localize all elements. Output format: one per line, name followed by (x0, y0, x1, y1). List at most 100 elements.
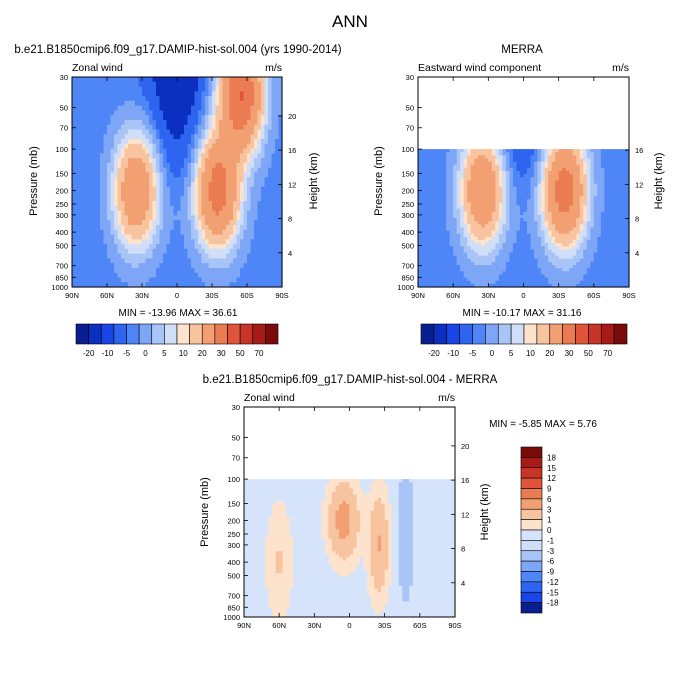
model-cell (114, 282, 119, 288)
obs-cell (446, 158, 451, 163)
obs-cell (541, 233, 546, 238)
model-cell (278, 177, 283, 183)
obs-cell (435, 192, 440, 197)
model-cell (268, 220, 273, 226)
obs-cell (467, 180, 472, 185)
model-cell (250, 119, 255, 126)
obs-cell (562, 230, 567, 235)
model-cell (247, 196, 252, 202)
model-cell (93, 224, 98, 231)
model-cell (222, 182, 227, 188)
obs-cell (481, 186, 486, 191)
model-cell (96, 277, 101, 283)
obs-cell (470, 233, 475, 238)
obs-cell (505, 239, 511, 244)
obs-cell (558, 180, 563, 185)
model-cell (257, 205, 262, 212)
obs-cell (512, 230, 518, 235)
obs-cell (512, 239, 518, 244)
model-cell (107, 282, 112, 288)
obs-cell (449, 174, 454, 178)
obs-cell (548, 252, 553, 257)
model-cell (100, 234, 105, 240)
model-cell (201, 229, 206, 236)
obs-cell (474, 183, 479, 188)
obs-cell (512, 205, 518, 210)
obs-cell (590, 155, 595, 160)
obs-cell (569, 186, 574, 191)
model-cell (205, 205, 210, 212)
obs-cell (537, 274, 542, 279)
model-cell (208, 81, 213, 88)
model-xtick-label: 60S (240, 291, 253, 300)
model-cell (166, 148, 171, 154)
model-cell (96, 201, 101, 207)
obs-cell (491, 164, 496, 169)
model-cell (261, 191, 266, 197)
obs-cell (586, 158, 591, 163)
obs-cell (572, 258, 577, 263)
model-cell (124, 234, 129, 240)
model-cell (96, 244, 101, 250)
obs-cell (421, 186, 426, 191)
model-cell (226, 162, 231, 169)
model-cell (205, 172, 210, 178)
obs-cell (484, 277, 489, 282)
model-cell (103, 267, 108, 274)
model-cell (191, 81, 196, 88)
obs-cell (460, 218, 465, 222)
obs-cell (569, 177, 574, 182)
obs-cell (432, 199, 437, 203)
obs-cell (569, 161, 574, 166)
model-y2tick-label: 12 (288, 180, 296, 189)
model-cell (180, 220, 185, 226)
obs-cell (551, 208, 556, 213)
model-cell (100, 167, 105, 174)
obs-cell (484, 224, 489, 229)
model-cell (156, 263, 161, 269)
model-cell (261, 105, 266, 112)
model-cell (177, 172, 182, 178)
model-cell (138, 277, 143, 283)
obs-cell (558, 243, 563, 247)
model-cell (110, 239, 115, 245)
model-cell (254, 215, 259, 221)
model-cell (198, 277, 203, 283)
model-cell (100, 134, 105, 140)
obs-cell (519, 152, 525, 156)
model-cell (124, 191, 129, 197)
obs-cell (593, 239, 598, 244)
model-cell (142, 110, 147, 116)
obs-cell (495, 239, 500, 244)
model-cell (219, 153, 224, 159)
obs-cell (537, 180, 542, 185)
model-cell (215, 153, 220, 159)
obs-cell (502, 261, 507, 266)
model-cell (184, 162, 189, 169)
model-cell (271, 158, 276, 164)
model-cell (114, 91, 119, 97)
obs-cell (593, 233, 598, 238)
model-cell (159, 277, 164, 283)
model-cell (219, 129, 224, 135)
obs-cell (481, 196, 486, 200)
model-cell (236, 119, 241, 126)
model-cell (212, 186, 217, 193)
obs-cell (519, 255, 525, 260)
model-cell (166, 205, 171, 212)
obs-cell (477, 218, 482, 222)
model-cell (236, 244, 241, 250)
model-cell (166, 153, 171, 159)
obs-cell (418, 208, 423, 213)
obs-cell (572, 218, 577, 222)
obs-cell (467, 249, 472, 254)
obs-cell (498, 164, 503, 169)
model-cell (149, 186, 154, 193)
model-cell (107, 153, 112, 159)
model-cell (240, 220, 245, 226)
obs-cell (428, 158, 433, 163)
obs-cell (583, 252, 588, 257)
model-cell (89, 248, 94, 255)
model-cell (159, 177, 164, 183)
obs-cell (534, 243, 539, 247)
